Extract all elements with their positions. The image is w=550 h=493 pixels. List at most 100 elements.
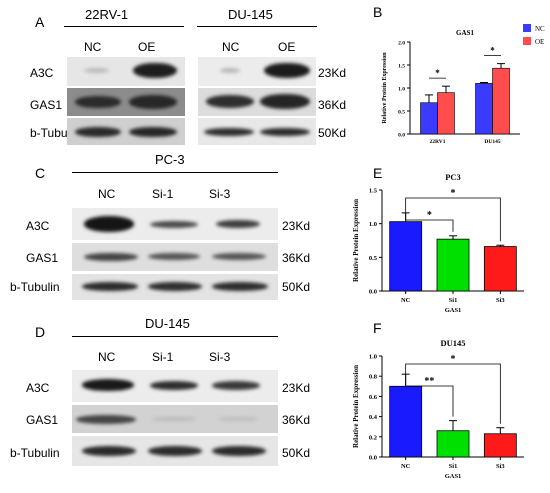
panel-a-lane-nc-1: NC <box>84 40 102 54</box>
chart-f-xtick-label: NC <box>401 463 411 470</box>
chart-f-ytick-label: 0.0 <box>369 455 377 462</box>
blot-a-gas1-du145 <box>198 88 316 116</box>
chart-f-xlabel: GAS1 <box>445 473 462 480</box>
panel-c-lane-nc: NC <box>98 187 116 201</box>
chart-b-legend-swatch <box>523 37 531 45</box>
panel-f-letter: F <box>373 320 382 336</box>
panel-d-row-tubulin: b-Tubulin <box>10 446 60 460</box>
chart-f-bar <box>483 433 517 458</box>
panel-a-row-a3c: A3C <box>30 66 54 80</box>
blot-a-tubulin-22rv1 <box>67 118 185 145</box>
chart-b-xtick-label: DU145 <box>484 139 500 145</box>
chart-f-sig-label: * <box>451 354 456 365</box>
blot-c-tubulin <box>72 274 278 300</box>
chart-b-title: GAS1 <box>456 29 474 37</box>
panel-a-size-tubulin: 50Kd <box>318 126 347 140</box>
panel-c-letter: C <box>35 165 46 181</box>
chart-e-xtick-label: NC <box>401 297 411 304</box>
panel-d-size-tubulin: 50Kd <box>282 446 311 460</box>
blot-a-tubulin-du145 <box>198 118 316 145</box>
panel-a-lane-oe-1: OE <box>138 40 156 54</box>
chart-b: 0.0 0.5 1.0 1.5 2.0 Relative Protein Expressi… <box>382 24 545 145</box>
panel-d-lane-nc: NC <box>98 350 116 364</box>
chart-e-ylabel: Relative Protein Expression <box>352 199 360 282</box>
chart-b-xtick-label: 22RV1 <box>429 139 445 145</box>
panel-d-row-gas1: GAS1 <box>26 413 59 427</box>
panel-a-lane-nc-2: NC <box>222 40 240 54</box>
panel-c-row-tubulin: b-Tubulin <box>10 280 60 294</box>
chart-b-legend-label: OE <box>535 38 544 46</box>
chart-f-title: DU145 <box>440 338 465 348</box>
blot-a-a3c-du145 <box>198 57 316 86</box>
chart-b-ylabel: Relative Protein Expression <box>382 52 388 124</box>
panel-c-size-a3c: 23Kd <box>282 219 311 233</box>
chart-e-sig-label: * <box>427 210 432 221</box>
chart-f-sig-bracket <box>405 370 454 417</box>
chart-e-ytick-label: 1.5 <box>369 188 378 195</box>
chart-e-xtick-label: Si1 <box>449 297 458 304</box>
panel-a-lane-oe-2: OE <box>278 40 296 54</box>
chart-b-ytick-label: 2.0 <box>398 41 405 47</box>
chart-b-bar <box>437 92 455 135</box>
chart-f-xtick-label: Si1 <box>449 463 458 470</box>
chart-b-bar <box>492 67 510 135</box>
chart-f-ytick-label: 0.8 <box>369 374 378 381</box>
chart-b-sig-label: * <box>490 46 495 56</box>
chart-b-legend-label: NC <box>535 25 545 33</box>
chart-b-bar <box>420 102 438 135</box>
panel-d-rule <box>72 336 278 338</box>
panel-d-lane-si1: Si-1 <box>152 350 174 364</box>
panel-a-cell-line-1: 22RV-1 <box>85 7 129 22</box>
chart-e-sig-bracket <box>405 197 501 242</box>
chart-f-ylabel: Relative Protein Expression <box>352 365 360 448</box>
chart-b-ytick-label: 1.5 <box>398 64 405 70</box>
panel-a-size-gas1: 36Kd <box>318 98 347 112</box>
panel-c-lane-si1: Si-1 <box>152 187 174 201</box>
panel-b-letter: B <box>373 4 383 20</box>
chart-e-ytick-label: 0.0 <box>369 289 377 296</box>
panel-c-row-gas1: GAS1 <box>26 251 59 265</box>
chart-f-xtick-label: Si3 <box>496 463 505 470</box>
chart-b-ytick-label: 0.0 <box>398 133 405 139</box>
blot-c-a3c <box>72 208 278 240</box>
chart-f: 0.0 0.2 0.4 0.6 0.8 1.0 Relative Protein Expre… <box>352 338 524 480</box>
panel-d-lane-si3: Si-3 <box>209 350 231 364</box>
chart-b-sig-label: * <box>435 68 440 78</box>
chart-f-sig-bracket <box>405 363 501 424</box>
blot-a-a3c-22rv1 <box>67 57 185 86</box>
panel-d-row-a3c: A3C <box>26 381 50 395</box>
panel-d-size-gas1: 36Kd <box>282 413 311 427</box>
panel-a-row-gas1: GAS1 <box>30 98 63 112</box>
blot-d-tubulin <box>72 436 278 466</box>
chart-f-ytick-label: 0.6 <box>369 394 378 401</box>
chart-f-bar <box>389 385 423 458</box>
chart-e-ytick-label: 1.0 <box>369 221 377 228</box>
chart-f-sig-label: ** <box>424 376 434 387</box>
chart-f-ytick-label: 0.2 <box>369 434 377 441</box>
chart-e-sig-bracket <box>405 208 454 232</box>
chart-f-ytick-label: 1.0 <box>369 354 377 361</box>
panel-c-size-tubulin: 50Kd <box>282 280 311 294</box>
chart-e-bar <box>389 221 423 292</box>
blot-c-gas1 <box>72 243 278 271</box>
panel-c-row-a3c: A3C <box>26 219 50 233</box>
chart-e-bar <box>436 238 470 292</box>
chart-b-ytick-label: 0.5 <box>398 110 405 116</box>
chart-e-title: PC3 <box>445 172 461 182</box>
panel-a-size-a3c: 23Kd <box>318 66 347 80</box>
panel-a-group-rule-1 <box>64 26 184 28</box>
chart-e-xlabel: GAS1 <box>445 307 462 314</box>
panel-c-rule <box>72 172 278 174</box>
blot-d-a3c <box>72 370 278 402</box>
chart-e-sig-label: * <box>451 188 456 199</box>
panel-c-cell-line: PC-3 <box>155 152 185 167</box>
chart-b-ytick-label: 1.0 <box>398 87 405 93</box>
panel-d-size-a3c: 23Kd <box>282 381 311 395</box>
panel-e-letter: E <box>373 165 383 181</box>
blot-d-gas1 <box>72 405 278 433</box>
chart-f-ytick-label: 0.4 <box>369 414 378 421</box>
chart-b-legend-swatch <box>523 24 531 32</box>
chart-e-bar <box>483 246 517 292</box>
panel-d-cell-line: DU-145 <box>145 316 190 331</box>
chart-f-bar <box>436 430 470 458</box>
